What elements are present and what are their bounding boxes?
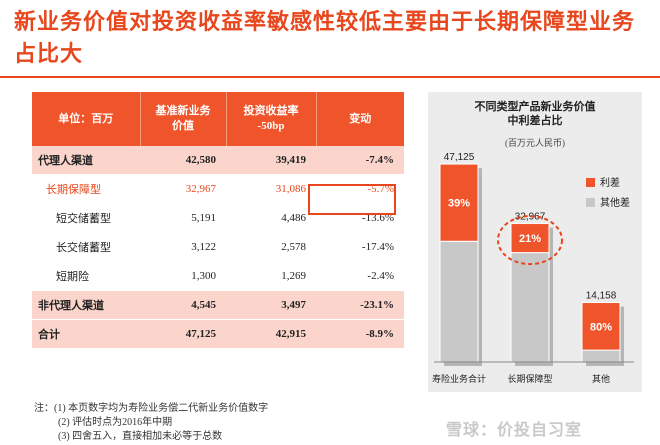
change-value: -7.4% — [316, 146, 404, 175]
total-label: 32,967 — [515, 212, 546, 223]
base-nbv-value: 3,122 — [140, 232, 226, 262]
change-value: -2.4% — [316, 261, 404, 291]
invest-yield-value: 42,915 — [226, 319, 316, 349]
sensitivity-table: 单位：百万 基准新业务 价值 投资收益率 -50bp 变动 代理人渠道 42,58… — [32, 92, 404, 349]
watermark: 雪球：价投自习室 — [446, 420, 583, 439]
total-label: 14,158 — [586, 291, 617, 302]
row-label: 短期险 — [32, 261, 140, 291]
bar-other-segment — [581, 349, 621, 363]
table-row: 合计 47,125 42,915 -8.9% — [32, 319, 404, 349]
highlight-circle — [497, 215, 563, 266]
header-change: 变动 — [316, 92, 404, 146]
change-value: -17.4% — [316, 232, 404, 262]
header-unit-text: 单位：百万 — [58, 112, 114, 125]
bar-spread-segment — [581, 302, 621, 351]
change-value: -13.6% — [316, 203, 404, 233]
chart-title-line2: 中利差占比 — [507, 115, 563, 127]
footnote-2: (2) 评估时点为2016年中期 — [58, 417, 173, 428]
header-invest-yield: 投资收益率 -50bp — [226, 92, 317, 146]
change-value: -8.9% — [316, 319, 404, 349]
base-nbv-value: 1,300 — [140, 261, 226, 291]
share-label: 21% — [519, 233, 541, 245]
bar-spread-segment — [439, 163, 479, 242]
stacked-bar-chart: 39% 47,125 寿险业务合计 21% 32,967 长期保障型 80% 14,158 其他… — [432, 152, 634, 384]
row-label: 合计 — [32, 319, 140, 349]
share-label: 39% — [448, 198, 470, 210]
bar-other-segment — [510, 252, 550, 363]
table-row: 代理人渠道 42,580 39,419 -7.4% — [32, 146, 404, 175]
invest-yield-value: 3,497 — [226, 290, 316, 320]
table-row: 短交储蓄型 5,191 4,486 -13.6% — [32, 203, 404, 233]
base-nbv-value: 4,545 — [140, 290, 226, 320]
total-label: 47,125 — [444, 152, 475, 163]
legend-label: 其他差 — [600, 196, 630, 209]
title-divider — [0, 76, 660, 78]
row-label: 长期保障型 — [32, 174, 140, 204]
footnote-1: 注：(1) 本页数字均为寿险业务偿二代新业务价值数字 — [34, 403, 269, 414]
invest-yield-value: 4,486 — [226, 203, 316, 233]
bar-spread-segment — [510, 223, 550, 254]
row-label: 短交储蓄型 — [32, 203, 140, 233]
change-value: -5.7% — [316, 174, 404, 204]
legend-swatch — [586, 178, 595, 187]
legend-label: 利差 — [600, 176, 620, 189]
legend-swatch — [586, 198, 595, 207]
change-value: -23.1% — [316, 290, 404, 320]
footnote-3: (3) 四舍五入，直接相加未必等于总数 — [58, 431, 223, 442]
row-label: 长交储蓄型 — [32, 232, 140, 262]
page-title: 新业务价值对投资收益率敏感性较低主要由于长期保障型业务占比大 — [14, 9, 636, 66]
table-row: 长交储蓄型 3,122 2,578 -17.4% — [32, 232, 404, 262]
invest-yield-value: 1,269 — [226, 261, 316, 291]
header-unit: 单位：百万 — [32, 92, 141, 146]
table-header-row: 单位：百万 基准新业务 价值 投资收益率 -50bp 变动 — [32, 92, 404, 146]
invest-yield-value: 2,578 — [226, 232, 316, 262]
category-label: 其他 — [592, 373, 610, 384]
chart-unit: (百万元人民币) — [505, 138, 565, 148]
category-label: 寿险业务合计 — [432, 373, 486, 384]
category-label: 长期保障型 — [507, 373, 552, 384]
share-label: 80% — [590, 321, 612, 333]
table-row: 长期保障型 32,967 31,086 -5.7% — [32, 174, 404, 204]
bar-other-segment — [439, 240, 479, 363]
row-label: 代理人渠道 — [32, 146, 140, 175]
table-row: 非代理人渠道 4,545 3,497 -23.1% — [32, 290, 404, 320]
invest-yield-value: 31,086 — [226, 174, 316, 204]
base-nbv-value: 32,967 — [140, 174, 226, 204]
invest-yield-value: 39,419 — [226, 146, 316, 175]
base-nbv-value: 5,191 — [140, 203, 226, 233]
highlight-box-long-term-protection — [308, 184, 396, 215]
base-nbv-value: 47,125 — [140, 319, 226, 349]
chart-title-line1: 不同类型产品新业务价值 — [474, 101, 596, 113]
header-base-nbv: 基准新业务 价值 — [140, 92, 227, 146]
table-row: 短期险 1,300 1,269 -2.4% — [32, 261, 404, 291]
footnotes: 注：(1) 本页数字均为寿险业务偿二代新业务价值数字 (2) 评估时点为2016… — [34, 402, 268, 444]
row-label: 非代理人渠道 — [32, 290, 140, 320]
base-nbv-value: 42,580 — [140, 146, 226, 175]
